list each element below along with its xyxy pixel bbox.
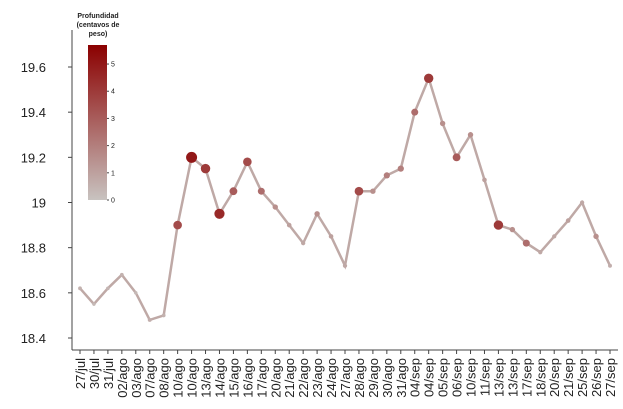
x-tick-label: 02/ago — [115, 358, 130, 398]
depth-point — [608, 263, 612, 268]
depth-point — [522, 239, 530, 247]
depth-point — [272, 204, 278, 210]
depth-point — [370, 188, 376, 194]
depth-point — [423, 73, 434, 83]
colorbar-tick-label: 0 — [111, 198, 115, 205]
colorbar — [88, 45, 107, 200]
x-tick-label: 25/sep — [575, 358, 590, 397]
depth-point — [383, 172, 390, 179]
y-tick-label: 18.6 — [21, 286, 46, 301]
depth-point — [493, 220, 504, 230]
depth-point — [257, 187, 265, 195]
x-tick-label: 17/ago — [254, 358, 269, 398]
colorbar-tick-label: 2 — [111, 143, 115, 150]
depth-point — [411, 108, 419, 116]
depth-point — [397, 165, 404, 172]
x-tick-label: 21/sep — [561, 358, 576, 397]
depth-point — [565, 218, 571, 223]
x-tick-label: 11/sep — [477, 358, 492, 396]
depth-point — [593, 233, 599, 240]
x-tick-label: 27/jul — [73, 358, 88, 389]
colorbar-tick-label: 1 — [111, 170, 115, 177]
x-tick-label: 24/ago — [324, 358, 339, 398]
colorbar-tick-label: 4 — [111, 89, 115, 96]
depth-point — [229, 187, 238, 196]
y-tick-label: 18.4 — [21, 331, 46, 346]
depth-point — [467, 132, 474, 138]
y-tick-label: 19.2 — [21, 150, 46, 165]
depth-point — [538, 250, 543, 255]
depth-point — [509, 226, 516, 233]
x-tick-label: 04/sep — [422, 358, 437, 397]
x-tick-label: 10/ago — [185, 358, 200, 398]
depth-point — [243, 157, 252, 167]
depth-point — [214, 208, 225, 219]
colorbar-title: Profundidad (centavos de peso) — [76, 13, 120, 38]
y-tick-label: 19.4 — [21, 105, 46, 120]
x-tick-label: 15/ago — [226, 358, 241, 398]
x-tick-label: 13/ago — [199, 358, 214, 398]
colorbar-tick-label: 5 — [111, 62, 115, 69]
x-tick-label: 18/sep — [533, 358, 548, 397]
depth-point — [482, 177, 487, 183]
y-tick-label: 19.6 — [21, 60, 46, 75]
x-tick-label: 17/sep — [519, 358, 534, 397]
x-tick-label: 13/sep — [491, 358, 506, 397]
x-tick-label: 29/ago — [366, 358, 381, 398]
depth-point — [328, 234, 334, 239]
depth-point — [119, 272, 124, 277]
x-tick-label: 26/sep — [589, 358, 604, 397]
x-tick-label: 10/ago — [171, 358, 186, 398]
y-tick-label: 19 — [32, 196, 46, 211]
price-line — [79, 74, 612, 322]
depth-point — [301, 241, 306, 246]
depth-point — [106, 286, 110, 291]
x-tick-label: 05/sep — [436, 358, 451, 397]
x-tick-label: 13/sep — [505, 358, 520, 397]
x-tick-label: 23/ago — [310, 358, 325, 398]
x-tick-label: 03/ago — [129, 358, 144, 398]
x-tick-label: 30/jul — [87, 358, 102, 389]
x-tick-label: 31/jul — [101, 358, 116, 389]
depth-point — [452, 153, 461, 162]
depth-point — [552, 234, 557, 239]
x-tick-label: 06/sep — [450, 358, 465, 397]
depth-point — [78, 286, 82, 291]
x-tick-label: 16/ago — [240, 358, 255, 398]
x-tick-label: 20/sep — [547, 358, 562, 397]
x-tick-label: 22/ago — [296, 358, 311, 398]
depth-point — [439, 120, 446, 127]
depth-point — [161, 313, 166, 318]
depth-point — [186, 151, 198, 163]
x-tick-label: 20/ago — [268, 358, 283, 398]
x-tick-label: 10/sep — [464, 358, 479, 397]
colorbar-tick-label: 3 — [111, 116, 115, 123]
x-tick-label: 31/ago — [394, 358, 409, 398]
x-tick-label: 27/ago — [338, 358, 353, 398]
depth-point — [147, 317, 152, 322]
depth-point — [200, 163, 211, 174]
depth-point — [342, 263, 348, 268]
depth-point — [579, 200, 585, 205]
x-tick-label: 21/ago — [282, 358, 297, 398]
depth-point — [286, 222, 292, 228]
x-tick-label: 27/sep — [603, 358, 618, 397]
depth-point — [92, 302, 96, 306]
x-tick-label: 28/ago — [352, 358, 367, 398]
depth-point — [314, 211, 320, 217]
y-tick-label: 18.8 — [21, 241, 46, 256]
depth-point — [134, 291, 138, 295]
x-tick-label: 14/ago — [212, 358, 227, 398]
x-tick-label: 08/ago — [157, 358, 172, 398]
depth-point — [173, 220, 182, 230]
x-tick-label: 30/ago — [380, 358, 395, 398]
depth-point — [354, 186, 364, 196]
x-tick-label: 07/ago — [143, 358, 158, 398]
x-tick-label: 04/sep — [408, 358, 423, 397]
